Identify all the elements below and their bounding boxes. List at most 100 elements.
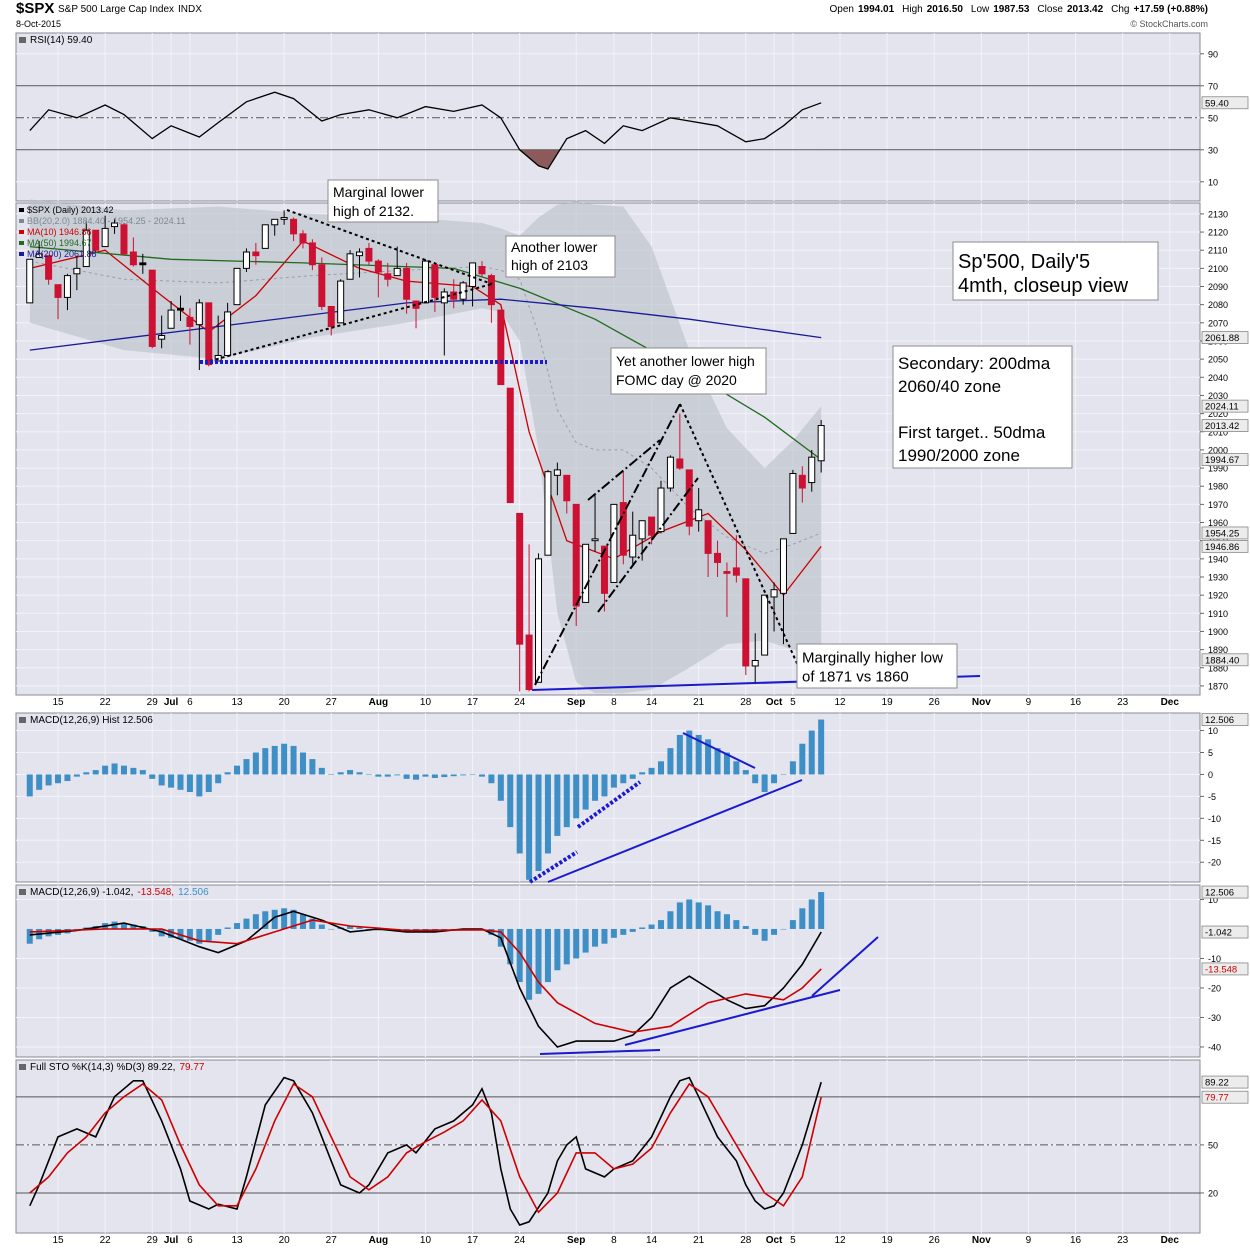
histogram-bar (243, 918, 250, 929)
candle-body (280, 217, 288, 220)
x-tick-label: 16 (1070, 1235, 1082, 1246)
credit: © StockCharts.com (1130, 19, 1208, 29)
price-tag (1201, 331, 1249, 344)
x-tick-label: 12 (834, 697, 846, 708)
price-tag-label: 1884.40 (1205, 655, 1239, 666)
histogram-bar (215, 928, 222, 935)
x-tick-label: 23 (1117, 697, 1129, 708)
y-tick-label: 2020 (1208, 409, 1228, 419)
trend-line (286, 209, 493, 285)
histogram-bar (318, 924, 325, 929)
legend: MACD(12,26,9) Hist 12.506 (30, 715, 153, 726)
price-tag-label: 1994.67 (1205, 455, 1239, 466)
x-tick-label: 5 (790, 1235, 796, 1246)
histogram-bar (686, 730, 693, 775)
candle-body (308, 242, 316, 266)
indicator-line (29, 919, 822, 1034)
histogram-bar (422, 774, 429, 777)
histogram-bar (686, 899, 693, 929)
x-tick-label: 28 (740, 697, 752, 708)
candle-body (497, 309, 505, 386)
histogram-bar (582, 774, 589, 810)
trend-line (597, 477, 699, 613)
exchange: INDX (178, 4, 202, 15)
indicator-line (29, 245, 822, 461)
histogram-bar (808, 730, 815, 775)
histogram-bar (789, 920, 796, 929)
candle-body (798, 474, 806, 489)
legend-entry: MACD(12,26,9) -1.042, (30, 887, 133, 898)
x-tick-label: 9 (1026, 697, 1032, 708)
annotation-text: FOMC day @ 2020 (616, 372, 737, 388)
histogram-bar (639, 772, 646, 775)
histogram-bar (771, 774, 778, 784)
y-tick-label: 20 (1208, 1188, 1218, 1198)
candle-body (695, 509, 703, 522)
x-tick-label: Sep (567, 1235, 585, 1246)
price-tag-label: -1.042 (1205, 928, 1232, 939)
histogram-bar (667, 748, 674, 775)
candle-body (657, 487, 665, 533)
candle-body (676, 458, 684, 469)
histogram-bar (309, 759, 316, 775)
y-tick-label: 1970 (1208, 500, 1228, 510)
candle-body (393, 267, 401, 277)
histogram-bar (92, 770, 99, 775)
x-tick-label: Jul (164, 697, 179, 708)
symbol: $SPX (16, 0, 54, 17)
histogram-bar (742, 926, 749, 929)
x-tick-label: 6 (187, 697, 193, 708)
y-tick-label: 2100 (1208, 264, 1228, 274)
candle-body (487, 275, 495, 306)
candle-body (421, 260, 429, 304)
quote-label: High (902, 4, 923, 15)
histogram-bar (799, 908, 806, 929)
candle-body (742, 578, 750, 667)
histogram-bar (186, 928, 193, 941)
candle-body (299, 233, 307, 244)
histogram-bar (676, 734, 683, 775)
data-layer: 1030507090187018801890190019101920193019… (15, 32, 1249, 1246)
histogram-bar (177, 774, 184, 790)
histogram-bar (168, 774, 175, 788)
quote-label: Chg (1111, 4, 1129, 15)
x-tick-label: 13 (231, 1235, 243, 1246)
candle-body (346, 253, 354, 280)
histogram-bar (120, 765, 127, 775)
histogram-bar (262, 748, 269, 775)
candle-body (751, 660, 759, 667)
histogram-bar (281, 908, 288, 929)
histogram-bar (73, 774, 80, 777)
y-tick-label: 0 (1208, 770, 1213, 780)
quote-value: 1987.53 (993, 4, 1030, 15)
legend-swatch (19, 717, 26, 723)
histogram-bar (365, 774, 372, 775)
histogram-bar (356, 927, 363, 929)
y-tick-label: 1980 (1208, 482, 1228, 492)
x-tick-label: Aug (369, 1235, 388, 1246)
candle-body (704, 520, 712, 554)
candle-body (242, 251, 250, 269)
annotation-text: Sp'500, Daily'5 (958, 251, 1090, 273)
indicator-line (29, 910, 822, 1048)
histogram-bar (573, 928, 580, 959)
histogram-bar (573, 774, 580, 819)
histogram-bar (36, 774, 43, 790)
histogram-bar (752, 774, 759, 784)
price-tag-label: 1946.86 (1205, 542, 1239, 553)
candle-body (374, 260, 382, 273)
y-tick-label: 2080 (1208, 300, 1228, 310)
candle-body (723, 571, 731, 574)
histogram-bar (563, 774, 570, 828)
histogram-bar (780, 928, 787, 930)
histogram-bar (695, 734, 702, 775)
price-tag (1201, 653, 1249, 667)
price-tag-label: 59.40 (1205, 98, 1229, 109)
legend: RSI(14) 59.40 (30, 35, 93, 46)
trend-line (576, 780, 642, 829)
histogram-bar (102, 765, 109, 775)
legend-swatch (19, 230, 24, 234)
x-tick-label: Jul (164, 1235, 179, 1246)
